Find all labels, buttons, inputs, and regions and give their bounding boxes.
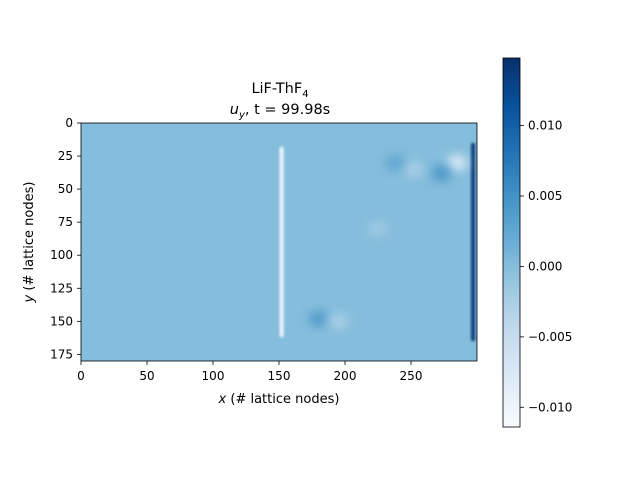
title-main: LiF-ThF bbox=[251, 81, 302, 97]
y-tick-label: 75 bbox=[58, 215, 73, 229]
field-band-1 bbox=[471, 142, 476, 342]
x-tick-label: 150 bbox=[268, 369, 291, 383]
y-tick-label: 25 bbox=[58, 149, 73, 163]
y-tick-label: 0 bbox=[65, 116, 73, 130]
colorbar-tick-label: −0.005 bbox=[528, 330, 572, 344]
y-tick-label: 175 bbox=[50, 347, 73, 361]
title-var: u bbox=[230, 102, 239, 118]
y-tick-label: 150 bbox=[50, 314, 73, 328]
y-tick-label: 125 bbox=[50, 281, 73, 295]
colorbar-frame bbox=[502, 57, 521, 428]
title-var-subscript: y bbox=[238, 110, 246, 121]
colorbar-tick-label: 0.005 bbox=[528, 189, 562, 203]
title-rest: , t = 99.98s bbox=[245, 102, 330, 118]
x-tick-label: 100 bbox=[202, 369, 225, 383]
x-tick-label: 200 bbox=[334, 369, 357, 383]
x-axis: 0 50 100 150 200 250 bbox=[77, 361, 422, 383]
x-tick-label: 250 bbox=[400, 369, 423, 383]
y-axis-label: y (# lattice nodes) bbox=[22, 182, 37, 304]
y-tick-label: 50 bbox=[58, 182, 73, 196]
heatmap-field bbox=[81, 123, 477, 361]
title-subscript: 4 bbox=[302, 89, 308, 100]
x-tick-label: 50 bbox=[139, 369, 154, 383]
heatmap-background bbox=[81, 123, 477, 361]
colorbar-tick-label: 0.010 bbox=[528, 119, 562, 133]
colorbar-tick-label: −0.010 bbox=[528, 400, 572, 414]
colorbar: −0.010 −0.005 0.000 0.005 0.010 bbox=[502, 57, 572, 428]
field-blob-8 bbox=[368, 220, 388, 237]
colorbar-ticks: −0.010 −0.005 0.000 0.005 0.010 bbox=[520, 119, 572, 414]
field-blob-3 bbox=[431, 165, 452, 182]
field-blob-4 bbox=[403, 161, 424, 178]
field-band-0 bbox=[279, 146, 284, 338]
field-blob-6 bbox=[308, 310, 329, 327]
colorbar-gradient bbox=[503, 58, 520, 427]
title-line-1: LiF-ThF4 bbox=[251, 81, 308, 100]
colorbar-tick-label: 0.000 bbox=[528, 259, 562, 273]
x-tick-label: 0 bbox=[77, 369, 85, 383]
title-line-2: uy, t = 99.98s bbox=[230, 102, 330, 121]
y-axis: 0 25 50 75 100 125 150 175 bbox=[50, 116, 81, 361]
field-blob-7 bbox=[328, 313, 349, 330]
y-tick-label: 100 bbox=[50, 248, 73, 262]
x-axis-label: x (# lattice nodes) bbox=[218, 392, 340, 407]
chart-title: LiF-ThF4 uy, t = 99.98s bbox=[230, 81, 330, 121]
field-blob-5 bbox=[385, 154, 406, 171]
field-blob-2 bbox=[447, 154, 468, 171]
